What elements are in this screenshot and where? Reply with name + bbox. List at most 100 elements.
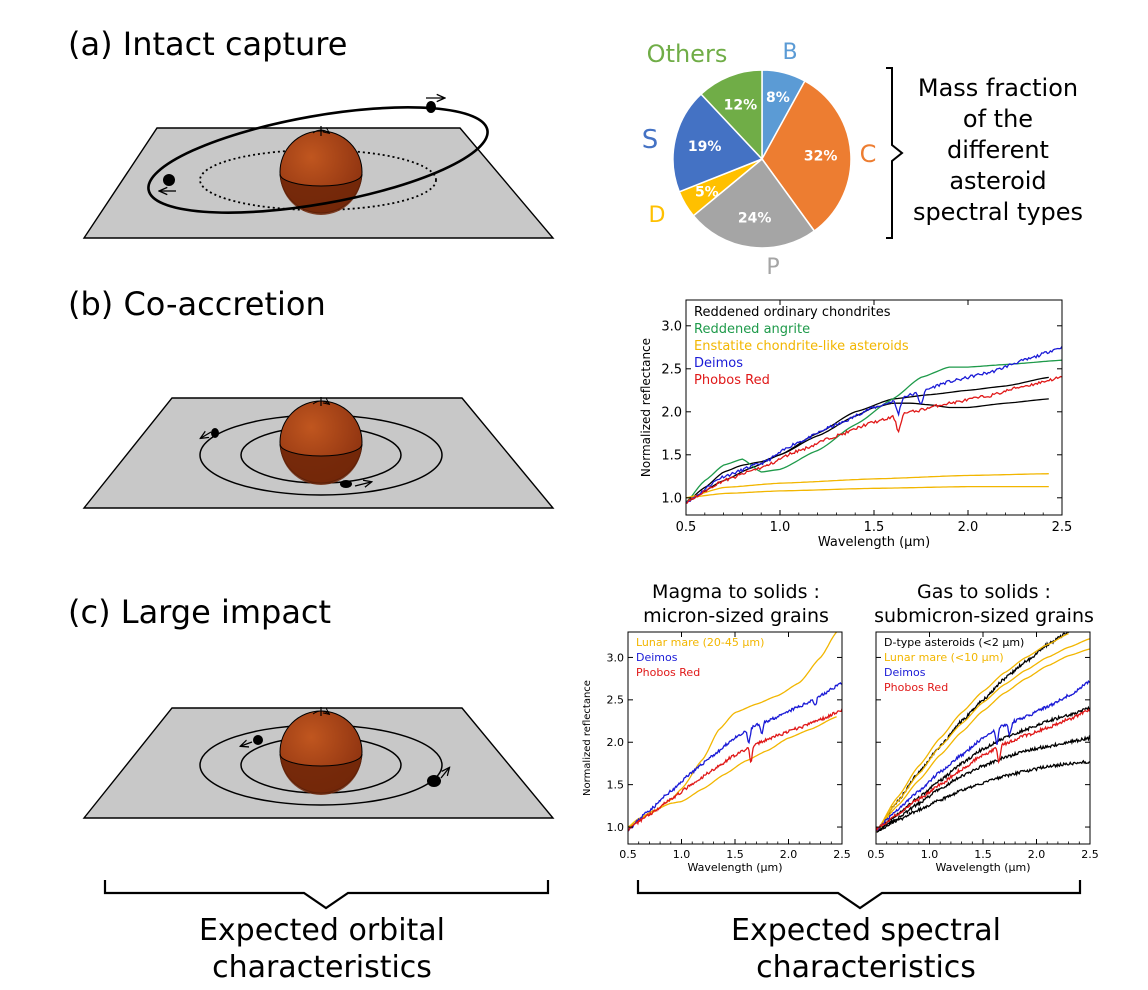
pie-type-label: D: [649, 203, 666, 228]
series-line-phobos-red: [876, 708, 1090, 831]
planet: [279, 707, 363, 795]
orbital-brace: [103, 880, 550, 910]
legend-entry: D-type asteroids (<2 µm): [884, 636, 1024, 649]
pie-slice-s: [672, 93, 764, 193]
series-line-reddened-angrite: [686, 359, 1062, 503]
pie-annotation-line: asteroid: [949, 167, 1046, 195]
panel-b-label: (b) Co-accretion: [68, 285, 326, 323]
moon: [427, 775, 441, 787]
series-line-deimos: [628, 682, 842, 832]
y-tick-label: 2.5: [607, 694, 625, 707]
pie-percent-label: 32%: [804, 148, 838, 164]
y-tick-label: 1.5: [661, 448, 682, 463]
pie-percent-label: 5%: [695, 185, 719, 201]
y-axis-label: Normalized reflectance: [639, 338, 653, 477]
spectra-chart-magma: 0.5 1.0 1.5 2.0 2.5 1.0 1.5 2.0 2.5 3.0 Wavelength…: [582, 631, 851, 874]
x-tick-label: 0.5: [867, 848, 885, 861]
pie-type-label: Others: [647, 40, 728, 68]
legend-entry: Deimos: [636, 651, 678, 664]
x-tick-label: 1.5: [726, 848, 744, 861]
moon: [340, 480, 352, 488]
legend-entry: Phobos Red: [636, 666, 700, 679]
large-impact-diagram: [82, 707, 555, 819]
series-line-extra-1: [686, 376, 1049, 503]
pie-percent-label: 19%: [688, 139, 722, 155]
legend-entry: Lunar mare (20-45 µm): [636, 636, 764, 649]
spectral-type-pie-chart: 8% B 32% C 24% P 5% D 19% S 12% Others: [642, 40, 877, 280]
legend-entry: Phobos Red: [694, 373, 770, 388]
x-axis-label: Wavelength (µm): [818, 535, 930, 550]
series-line-deimos: [876, 679, 1090, 832]
legend-entry: Phobos Red: [884, 681, 948, 694]
series-line-extra-4: [686, 485, 1049, 499]
y-tick-label: 3.0: [607, 651, 625, 664]
spectral-brace: [636, 880, 1082, 910]
spectra-chart-coaccretion: 0.5 1.0 1.5 2.0 2.5 1.0 1.5 2.0 2.5 3.0 Wavelength…: [639, 299, 1073, 550]
series-line-extra-3: [876, 759, 1090, 833]
pie-slice-c: [761, 79, 852, 233]
x-tick-label: 1.0: [770, 520, 791, 535]
chart-c2-title: Gas to solids : submicron-sized grains: [874, 581, 1094, 627]
moon: [163, 174, 175, 186]
series-line-extra-1: [876, 705, 1090, 833]
series-line-phobos-red: [628, 708, 842, 832]
moon: [211, 428, 219, 438]
pie-annotation-line: spectral types: [913, 198, 1083, 226]
x-tick-label: 2.0: [1028, 848, 1046, 861]
legend-entry: Reddened ordinary chondrites: [694, 305, 891, 320]
chart-series-group: [628, 632, 842, 832]
spectral-caption-line: Expected spectral: [731, 913, 1001, 948]
chart-title-line: micron-sized grains: [643, 605, 829, 627]
legend-entry: Deimos: [884, 666, 926, 679]
pie-annotation-line: Mass fraction: [918, 74, 1078, 102]
series-line-lunar-mare-10-m: [876, 633, 1069, 832]
x-axis-label: Wavelength (µm): [687, 861, 782, 874]
legend-entry: Reddened angrite: [694, 322, 810, 337]
y-tick-label: 2.0: [661, 405, 682, 420]
x-tick-label: 2.0: [958, 520, 979, 535]
x-tick-label: 2.5: [1081, 848, 1099, 861]
series-line-deimos: [686, 346, 1062, 504]
chart-title-line: Gas to solids :: [917, 581, 1051, 603]
series-line-extra-5: [876, 638, 1090, 832]
series-line-extra-1: [628, 716, 837, 828]
x-tick-label: 1.0: [921, 848, 939, 861]
series-line-phobos-red: [686, 375, 1062, 504]
x-tick-label: 2.5: [833, 848, 851, 861]
x-tick-label: 2.5: [1052, 520, 1073, 535]
pie-annotation: Mass fraction of the different asteroid …: [913, 74, 1083, 226]
pie-slice-others: [700, 69, 763, 161]
panel-a-label: (a) Intact capture: [68, 25, 347, 63]
x-tick-label: 2.0: [780, 848, 798, 861]
y-tick-label: 2.0: [607, 736, 625, 749]
x-tick-label: 0.5: [676, 520, 697, 535]
pie-brace: [886, 67, 904, 239]
legend-entry: Enstatite chondrite-like asteroids: [694, 339, 909, 354]
moon: [253, 735, 263, 745]
y-tick-label: 2.5: [661, 362, 682, 377]
legend-entry: Deimos: [694, 356, 743, 371]
orbital-caption-line: Expected orbital: [199, 913, 445, 948]
x-tick-label: 1.0: [673, 848, 691, 861]
y-axis-label: Normalized reflectance: [582, 680, 593, 796]
series-line-enstatite-chondrite-like-asteroids: [686, 473, 1049, 499]
planet: [279, 126, 363, 215]
pie-percent-label: 24%: [738, 210, 772, 226]
planet: [279, 397, 363, 485]
series-line-extra-2: [876, 734, 1090, 832]
spectra-chart-gas: 0.5 1.0 1.5 2.0 2.5 Wavelength (µm) D-type ast…: [867, 631, 1099, 874]
pie-type-label: S: [642, 125, 659, 155]
x-axis-label: Wavelength (µm): [935, 861, 1030, 874]
legend-entry: Lunar mare (<10 µm): [884, 651, 1004, 664]
x-tick-label: 1.5: [864, 520, 885, 535]
chart-c1-title: Magma to solids : micron-sized grains: [643, 581, 829, 627]
pie-percent-label: 8%: [766, 90, 790, 106]
pie-slice-p: [692, 157, 816, 249]
panel-c-label: (c) Large impact: [68, 593, 331, 631]
pie-type-label: C: [860, 140, 877, 168]
pie-type-label: B: [782, 40, 797, 65]
pie-annotation-line: different: [947, 136, 1049, 164]
chart-series-group: [686, 346, 1062, 504]
x-tick-label: 1.5: [974, 848, 992, 861]
